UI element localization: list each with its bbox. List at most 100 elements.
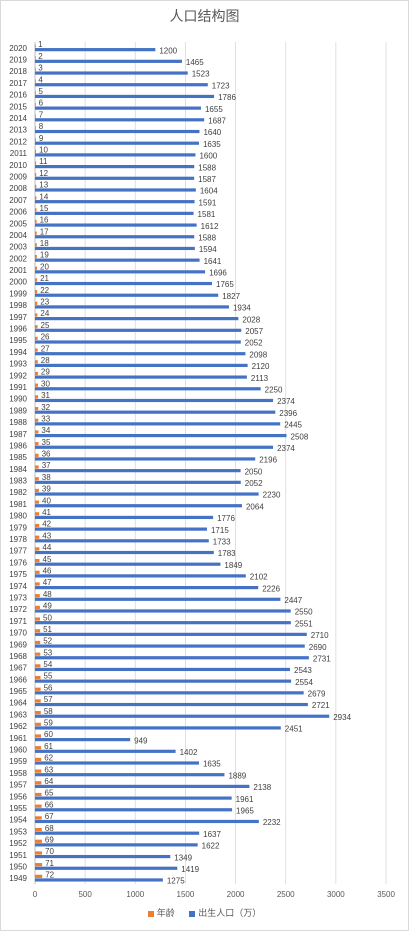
data-label-age: 63 (44, 765, 53, 774)
bar-age (35, 465, 39, 469)
bar-age (35, 278, 38, 282)
bar-births (35, 504, 242, 508)
data-label-age: 29 (41, 368, 50, 377)
data-label-age: 11 (39, 157, 48, 166)
data-label-births: 1961 (236, 795, 254, 804)
y-tick-label: 1970 (9, 629, 27, 638)
data-label-age: 23 (40, 298, 49, 307)
y-tick-label: 1989 (9, 406, 27, 415)
y-tick-label: 2018 (9, 67, 27, 76)
bar-births (35, 94, 215, 99)
data-label-births: 1591 (199, 198, 217, 207)
bar-age (35, 699, 41, 703)
data-label-births: 1604 (200, 187, 218, 196)
data-label-births: 2690 (309, 643, 327, 652)
bar-births (35, 726, 281, 730)
data-label-age: 65 (45, 789, 54, 798)
data-label-births: 1965 (236, 806, 254, 815)
bar-births (35, 632, 307, 636)
bar-births (35, 281, 213, 286)
data-label-age: 55 (44, 672, 53, 681)
bar-births (35, 773, 225, 777)
bar-age (35, 863, 43, 867)
data-label-births: 2374 (277, 444, 295, 453)
bar-age (35, 652, 41, 656)
data-label-age: 17 (40, 227, 49, 236)
bar-age (35, 243, 37, 247)
data-label-age: 1 (38, 40, 43, 49)
bar-age (35, 79, 36, 83)
bar-age (35, 290, 38, 294)
bar-age (35, 851, 43, 855)
y-tick-label: 1986 (9, 441, 27, 450)
bar-births (35, 656, 309, 660)
data-label-age: 32 (41, 403, 50, 412)
bar-births (35, 387, 261, 391)
bar-births (35, 153, 196, 157)
data-label-age: 42 (42, 520, 51, 529)
data-label-age: 31 (41, 391, 50, 400)
legend-swatch-births (189, 910, 196, 917)
bar-births (35, 352, 246, 356)
y-tick-label: 1985 (9, 453, 27, 462)
bar-age (35, 605, 40, 609)
x-tick-label: 0 (33, 890, 38, 899)
bar-births (35, 585, 259, 590)
data-label-age: 39 (42, 485, 51, 494)
bar-age (35, 371, 38, 376)
data-label-age: 69 (45, 835, 54, 844)
bar-births (35, 340, 241, 344)
bar-births (35, 562, 221, 566)
data-label-age: 14 (39, 192, 48, 201)
data-label-births: 2064 (246, 502, 264, 511)
y-tick-label: 2005 (9, 219, 27, 228)
y-tick-label: 2008 (9, 184, 27, 193)
data-label-births: 2550 (295, 608, 313, 617)
y-tick-label: 1958 (9, 769, 27, 778)
bar-births (35, 515, 214, 520)
y-tick-label: 1973 (9, 593, 27, 602)
data-label-age: 12 (39, 169, 48, 178)
y-tick-label: 1975 (9, 570, 27, 579)
y-tick-label: 1978 (9, 535, 27, 544)
data-label-births: 2447 (284, 596, 302, 605)
bar-births (35, 305, 229, 309)
data-label-births: 1523 (192, 70, 210, 79)
y-tick-label: 1981 (9, 500, 27, 509)
legend-item-age: 年龄 (147, 906, 175, 919)
data-label-births: 1637 (203, 830, 221, 839)
y-tick-label: 1991 (9, 383, 27, 392)
bar-age (35, 559, 40, 563)
bar-births (35, 621, 291, 625)
bar-births (35, 164, 195, 169)
y-tick-label: 1983 (9, 477, 27, 486)
bar-age (35, 67, 36, 72)
y-tick-label: 1998 (9, 301, 27, 310)
y-tick-label: 2009 (9, 172, 27, 181)
data-label-births: 1783 (218, 549, 236, 558)
bar-births (35, 188, 196, 192)
data-label-births: 949 (134, 736, 148, 745)
x-tick-label: 2500 (277, 890, 295, 899)
y-tick-label: 1965 (9, 687, 27, 696)
data-label-age: 30 (41, 379, 50, 388)
y-tick-label: 1960 (9, 746, 27, 755)
bar-births (35, 258, 200, 262)
data-label-age: 48 (43, 590, 52, 599)
y-tick-label: 1992 (9, 371, 27, 380)
bar-age (35, 184, 37, 188)
bar-age (35, 406, 39, 411)
bar-age (35, 664, 41, 668)
bar-age (35, 418, 39, 422)
legend: 年龄 出生人口（万） (0, 906, 409, 919)
bar-births (35, 270, 206, 274)
data-label-age: 37 (42, 461, 51, 470)
bar-age (35, 56, 36, 60)
data-label-age: 25 (41, 321, 50, 330)
y-tick-label: 1972 (9, 605, 27, 614)
data-label-births: 2102 (250, 573, 268, 582)
bar-age (35, 254, 37, 259)
data-label-births: 1622 (202, 842, 220, 851)
y-tick-label: 1977 (9, 547, 27, 556)
y-tick-label: 2019 (9, 56, 27, 65)
